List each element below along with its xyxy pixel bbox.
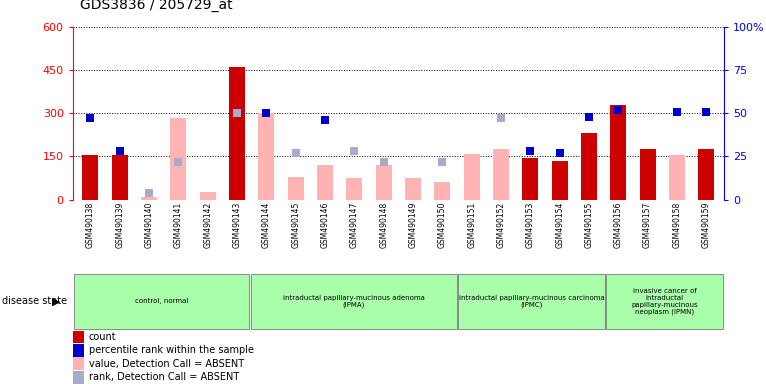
Text: disease state: disease state [2, 296, 67, 306]
Point [143, 190, 155, 196]
Point [436, 159, 448, 165]
Bar [552, 161, 568, 200]
Text: GSM490149: GSM490149 [408, 202, 417, 248]
Text: ▶: ▶ [52, 296, 61, 306]
Bar [73, 371, 83, 384]
Bar [493, 149, 509, 200]
Bar [317, 165, 333, 200]
Bar [698, 149, 715, 200]
Text: invasive cancer of
intraductal
papillary-mucinous
neoplasm (IPMN): invasive cancer of intraductal papillary… [631, 288, 698, 315]
Point [612, 107, 624, 113]
FancyBboxPatch shape [251, 274, 457, 329]
FancyBboxPatch shape [607, 274, 723, 329]
Text: GSM490158: GSM490158 [673, 202, 682, 248]
Bar [200, 192, 216, 200]
Text: GSM490145: GSM490145 [291, 202, 300, 248]
Text: GSM490148: GSM490148 [379, 202, 388, 248]
Text: GSM490152: GSM490152 [496, 202, 506, 248]
Text: GSM490147: GSM490147 [350, 202, 358, 248]
Text: GSM490151: GSM490151 [467, 202, 476, 248]
Text: intraductal papillary-mucinous carcinoma
(IPMC): intraductal papillary-mucinous carcinoma… [459, 295, 604, 308]
Bar [405, 178, 421, 200]
Bar [170, 118, 186, 200]
Text: GSM490139: GSM490139 [115, 202, 124, 248]
Point [113, 148, 126, 154]
Bar [229, 67, 245, 200]
Text: GSM490141: GSM490141 [174, 202, 183, 248]
Bar [611, 104, 627, 200]
Text: GSM490150: GSM490150 [438, 202, 447, 248]
Point [583, 114, 595, 120]
Point [260, 110, 273, 116]
Point [495, 115, 507, 121]
Bar [112, 155, 128, 200]
Text: GSM490153: GSM490153 [525, 202, 535, 248]
Text: GSM490157: GSM490157 [643, 202, 652, 248]
Bar [522, 158, 538, 200]
Text: GSM490146: GSM490146 [320, 202, 329, 248]
Bar [141, 197, 157, 200]
Bar [375, 165, 391, 200]
Bar [463, 154, 480, 200]
Point [231, 110, 243, 116]
Bar [82, 155, 99, 200]
Bar [434, 182, 450, 200]
Text: GSM490159: GSM490159 [702, 202, 711, 248]
FancyBboxPatch shape [458, 274, 604, 329]
Text: GSM490144: GSM490144 [262, 202, 271, 248]
Point [349, 148, 361, 154]
Bar [73, 358, 83, 370]
Point [671, 109, 683, 115]
Text: intraductal papillary-mucinous adenoma
(IPMA): intraductal papillary-mucinous adenoma (… [283, 295, 425, 308]
Text: GSM490154: GSM490154 [555, 202, 564, 248]
FancyBboxPatch shape [74, 274, 250, 329]
Text: GSM490138: GSM490138 [86, 202, 95, 248]
Text: GSM490156: GSM490156 [614, 202, 623, 248]
Bar [73, 331, 83, 343]
Text: control, normal: control, normal [135, 298, 188, 305]
Point [290, 150, 302, 156]
Text: GDS3836 / 205729_at: GDS3836 / 205729_at [80, 0, 233, 12]
Text: percentile rank within the sample: percentile rank within the sample [89, 345, 254, 356]
Point [378, 159, 390, 165]
Text: GSM490142: GSM490142 [203, 202, 212, 248]
Bar [669, 155, 685, 200]
Text: value, Detection Call = ABSENT: value, Detection Call = ABSENT [89, 359, 244, 369]
Bar [581, 134, 597, 200]
Bar [346, 178, 362, 200]
Point [524, 148, 536, 154]
Text: GSM490155: GSM490155 [584, 202, 594, 248]
Text: GSM490140: GSM490140 [145, 202, 153, 248]
Bar [287, 177, 304, 200]
Bar [640, 149, 656, 200]
Point [84, 115, 97, 121]
Point [700, 109, 712, 115]
Bar [73, 344, 83, 357]
Point [319, 117, 331, 123]
Text: rank, Detection Call = ABSENT: rank, Detection Call = ABSENT [89, 372, 239, 382]
Point [172, 159, 185, 165]
Text: GSM490143: GSM490143 [233, 202, 241, 248]
Text: count: count [89, 332, 116, 342]
Point [554, 150, 566, 156]
Bar [258, 113, 274, 200]
